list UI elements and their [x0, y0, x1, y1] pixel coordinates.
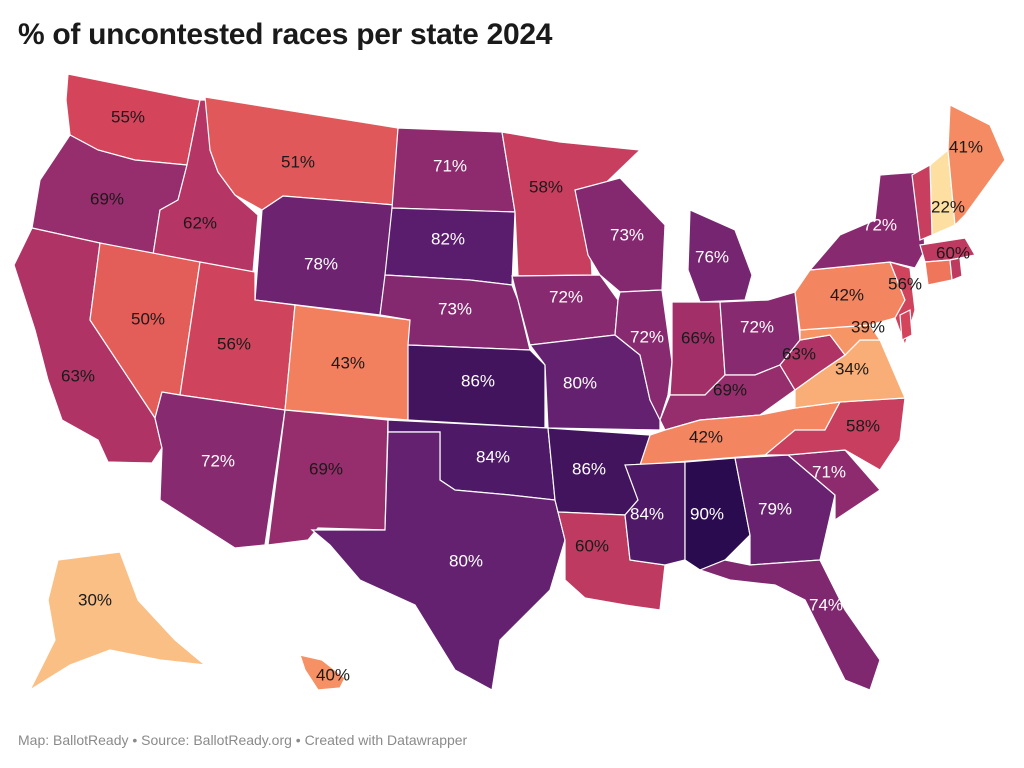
state-label-ma: 60%: [936, 243, 970, 262]
state-label-tx: 80%: [449, 551, 483, 570]
state-label-in: 66%: [681, 328, 715, 347]
state-label-nj: 56%: [888, 274, 922, 293]
state-label-wi: 73%: [610, 225, 644, 244]
state-label-fl: 74%: [809, 595, 843, 614]
state-label-tn: 42%: [689, 427, 723, 446]
state-label-wy: 78%: [304, 254, 338, 273]
state-label-ga: 79%: [758, 499, 792, 518]
state-de[interactable]: [899, 309, 913, 341]
state-label-oh: 72%: [740, 317, 774, 336]
state-label-sc: 71%: [812, 462, 846, 481]
state-label-ks: 86%: [461, 371, 495, 390]
state-label-ut: 56%: [217, 334, 251, 353]
state-label-az: 72%: [201, 451, 235, 470]
state-label-il: 72%: [630, 327, 664, 346]
state-label-mt: 51%: [281, 152, 315, 171]
state-label-mo: 80%: [563, 373, 597, 392]
state-label-mn: 58%: [529, 177, 563, 196]
state-hi[interactable]: [299, 654, 346, 691]
state-me[interactable]: [947, 104, 1006, 227]
state-nc[interactable]: [763, 397, 906, 471]
state-ct[interactable]: [924, 259, 953, 286]
state-ri[interactable]: [949, 257, 963, 281]
state-label-wv: 63%: [782, 344, 816, 363]
state-label-la: 60%: [575, 536, 609, 555]
state-label-nd: 71%: [433, 156, 467, 175]
state-label-sd: 82%: [431, 229, 465, 248]
state-label-id: 62%: [183, 213, 217, 232]
state-label-va: 34%: [835, 359, 869, 378]
state-label-ky: 69%: [713, 380, 747, 399]
state-label-nc: 58%: [846, 416, 880, 435]
state-ia[interactable]: [511, 274, 619, 346]
state-label-ar: 86%: [572, 459, 606, 478]
state-label-nm: 69%: [309, 459, 343, 478]
state-label-ms: 84%: [630, 504, 664, 523]
state-ks[interactable]: [407, 344, 546, 429]
map-title: % of uncontested races per state 2024: [18, 18, 553, 51]
state-label-ia: 72%: [549, 287, 583, 306]
state-fl[interactable]: [698, 559, 881, 691]
state-il[interactable]: [614, 289, 673, 422]
state-label-mi: 76%: [695, 247, 729, 266]
state-md[interactable]: [799, 324, 882, 356]
state-label-ny: 72%: [863, 215, 897, 234]
state-label-co: 43%: [331, 353, 365, 372]
state-label-ne: 73%: [438, 299, 472, 318]
state-label-ok: 84%: [476, 447, 510, 466]
state-label-ak: 30%: [78, 590, 112, 609]
state-ma[interactable]: [919, 237, 976, 263]
state-label-me: 41%: [949, 137, 983, 156]
state-label-al: 90%: [690, 504, 724, 523]
state-label-pa: 42%: [830, 285, 864, 304]
state-label-wa: 55%: [111, 107, 145, 126]
map-credit-footer: Map: BallotReady • Source: BallotReady.o…: [18, 732, 468, 748]
state-label-hi: 40%: [316, 665, 350, 684]
state-label-ca: 63%: [61, 366, 95, 385]
state-mi[interactable]: [687, 209, 753, 303]
state-label-md: 39%: [851, 317, 885, 336]
state-ak[interactable]: [28, 551, 207, 692]
state-label-or: 69%: [90, 189, 124, 208]
state-vt[interactable]: [911, 163, 933, 241]
state-label-nv: 50%: [131, 309, 165, 328]
state-az[interactable]: [154, 391, 286, 549]
state-tx[interactable]: [310, 431, 566, 691]
state-label-nh: 22%: [931, 197, 965, 216]
